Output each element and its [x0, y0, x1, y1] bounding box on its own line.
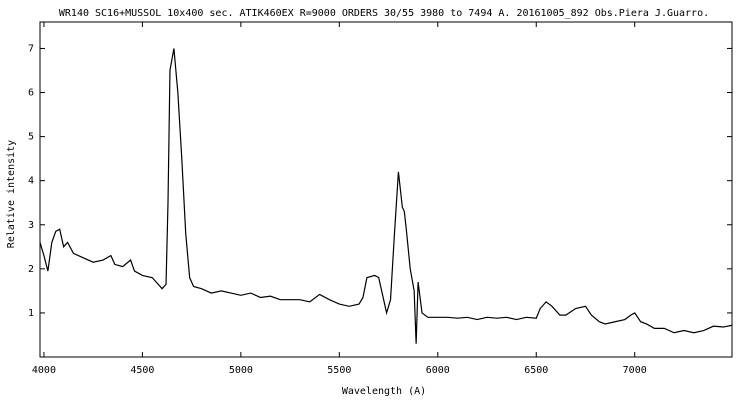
x-tick-label: 4000 [32, 365, 56, 376]
y-tick-label: 2 [28, 264, 34, 275]
spectrum-line [39, 48, 733, 344]
x-tick-label: 6000 [426, 365, 450, 376]
x-tick-label: 5000 [229, 365, 253, 376]
y-tick-label: 1 [28, 308, 34, 319]
chart-title: WR140 SC16+MUSSOL 10x400 sec. ATIK460EX … [59, 8, 709, 19]
x-tick-label: 7000 [623, 365, 647, 376]
x-tick-label: 6500 [524, 365, 548, 376]
y-axis-label: Relative intensity [6, 140, 17, 248]
y-tick-label: 4 [28, 176, 34, 187]
plot-frame [39, 21, 733, 358]
x-tick-label: 4500 [130, 365, 154, 376]
y-tick-label: 7 [28, 43, 34, 54]
x-axis-label: Wavelength (A) [342, 386, 426, 397]
x-tick-label: 5500 [327, 365, 351, 376]
y-tick-label: 5 [28, 132, 34, 143]
y-tick-label: 6 [28, 88, 34, 99]
y-tick-label: 3 [28, 220, 34, 231]
